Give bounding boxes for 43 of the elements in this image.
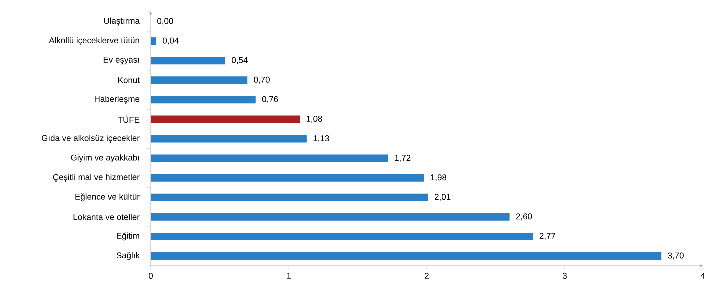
- bar: [151, 135, 307, 143]
- bar: [151, 174, 424, 182]
- bar: [151, 76, 248, 84]
- bar: [151, 57, 226, 65]
- data-label: 2,60: [516, 214, 532, 221]
- bar: [151, 116, 300, 124]
- y-tick-label: Ev eşyası: [104, 57, 140, 65]
- bar: [151, 252, 662, 260]
- x-tick-label: 1: [287, 273, 291, 279]
- x-tick-label: 2: [425, 273, 429, 279]
- data-label: 0,76: [262, 96, 278, 104]
- bar: [151, 154, 388, 162]
- x-tick-label: 4: [700, 273, 706, 279]
- y-tick-label: TÜFE: [118, 116, 140, 124]
- data-label: 0,04: [163, 38, 179, 45]
- x-tick-label: 3: [562, 273, 567, 280]
- bar: [151, 38, 157, 46]
- data-label: 0,54: [232, 57, 248, 64]
- y-tick-label: Konut: [118, 77, 140, 84]
- data-label: 2,01: [435, 194, 451, 202]
- y-tick-label: Haberleşme: [95, 96, 140, 104]
- y-tick-label: Ulaştırma: [104, 18, 140, 26]
- y-tick-label: Gıda ve alkolsüz içecekler: [42, 135, 140, 143]
- data-label: 1,98: [431, 174, 447, 182]
- y-tick-label: Sağlık: [116, 252, 140, 260]
- bar: [151, 232, 534, 240]
- data-label: 1,72: [395, 155, 411, 162]
- y-tick-label: Eğitim: [117, 232, 140, 241]
- bar: [151, 194, 428, 202]
- data-label: 3,70: [668, 252, 684, 260]
- y-tick-label: Lokanta ve oteller: [74, 214, 140, 220]
- data-label: 1,13: [314, 136, 330, 142]
- data-label: 1,08: [306, 116, 322, 123]
- data-label: 0,00: [158, 18, 174, 26]
- bar: [151, 213, 510, 221]
- y-tick-label: Giyim ve ayakkabı: [71, 154, 140, 162]
- bar: [151, 96, 256, 104]
- y-tick-label: Çeşitli mal ve hizmetler: [53, 174, 140, 182]
- x-tick-label: 0: [148, 273, 154, 280]
- data-label: 2,77: [540, 233, 556, 240]
- data-label: 0,70: [254, 76, 270, 84]
- y-tick-label: Eğlence ve kültür: [76, 194, 140, 202]
- y-tick-label: Alkollü içeceklerve tütün: [49, 37, 140, 46]
